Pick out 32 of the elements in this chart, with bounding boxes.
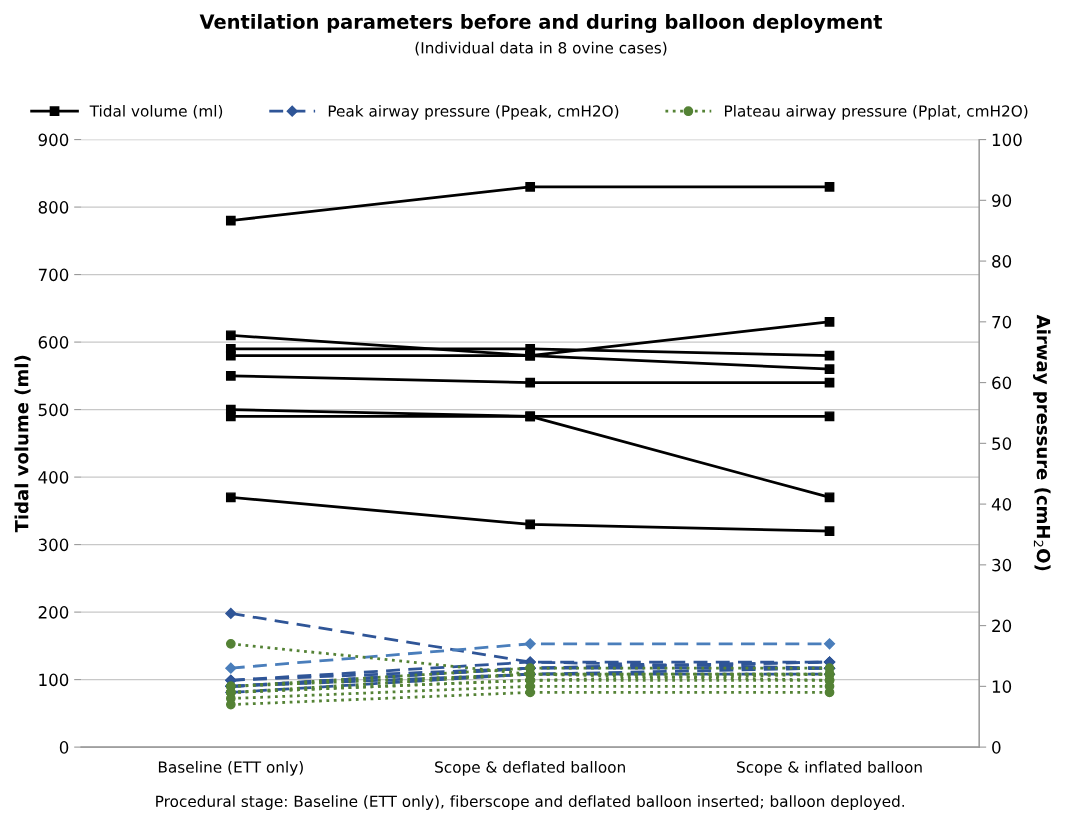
y-tick-label: 900: [38, 133, 69, 147]
y-tick-label: 500: [38, 403, 69, 417]
y2-tick-label: 80: [992, 255, 1012, 268]
y2-tick-label: 40: [991, 498, 1012, 511]
y-tick-label: 800: [38, 201, 69, 214]
y2-tick-label: 0: [992, 741, 1001, 754]
legend-label: Plateau airway pressure (Pplat, cmH2O): [724, 104, 1028, 120]
y-tick-label: 700: [38, 268, 69, 282]
y-tick-label: 300: [38, 538, 69, 552]
y-tick-label: 400: [38, 471, 69, 484]
y2-tick-label: 20: [992, 619, 1012, 633]
y-tick-label: 200: [38, 606, 69, 619]
x-tick-label: Scope & deflated balloon: [435, 761, 625, 776]
y-tick-label: 100: [39, 673, 69, 687]
y2-tick-label: 70: [992, 315, 1012, 329]
y2-tick-label: 90: [992, 194, 1012, 207]
y-axis-title: Tidal volume (ml): [14, 355, 31, 533]
y-tick-label: 600: [38, 336, 69, 349]
chart-title: Ventilation parameters before and during balloon deployment: [199, 13, 883, 33]
y2-tick-label: 30: [992, 558, 1012, 572]
y2-tick-label: 10: [992, 680, 1012, 693]
x-axis-title: Procedural stage: Baseline (ETT only), fiberscope and deflated balloon inserted; balloon deployed.: [156, 795, 904, 811]
y2-tick-label: 50: [992, 437, 1012, 450]
y2-tick-label: 60: [992, 376, 1012, 390]
y2-axis-title: Airway pressure (cmH$_{2}$O): [1032, 314, 1051, 571]
x-tick-label: Scope & inflated balloon: [737, 761, 922, 776]
y-tick-label: 0: [59, 741, 69, 754]
legend-label: Tidal volume (ml): [89, 104, 223, 119]
legend-label: Peak airway pressure (Ppeak, cmH2O): [328, 104, 619, 120]
chart-subtitle: (Individual data in 8 ovine cases): [415, 41, 667, 56]
y2-tick-label: 100: [992, 133, 1022, 147]
x-tick-label: Baseline (ETT only): [158, 761, 303, 776]
